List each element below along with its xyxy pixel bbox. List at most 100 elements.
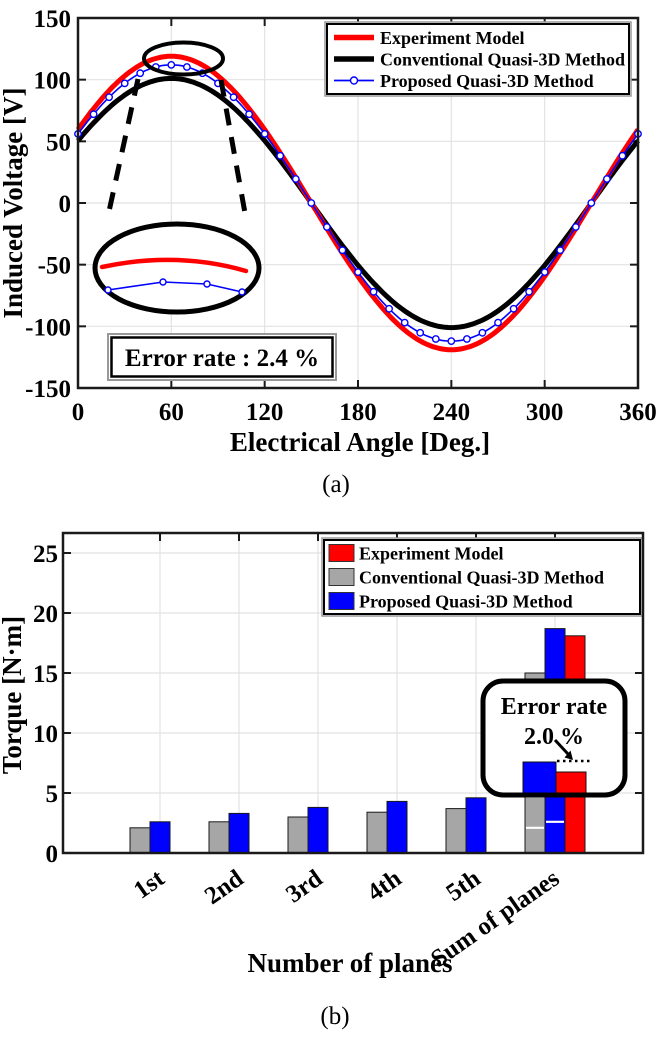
bar-2nd: [228, 812, 250, 854]
magnifier-source-ellipse: [142, 40, 225, 77]
bar-5th: [445, 808, 467, 854]
y-tick-label: -100: [25, 314, 71, 341]
magnifier-zoom-ellipse: [92, 221, 262, 315]
x-tick-label: 60: [159, 399, 184, 426]
proposed-data-marker: [182, 63, 191, 71]
panel-a-error-rate-box: Error rate : 2.4 %: [107, 333, 337, 381]
legend-b-swatch: [328, 544, 355, 562]
x-category-label: 3rd: [281, 865, 327, 909]
bar-1st: [129, 827, 151, 854]
proposed-data-marker: [587, 199, 596, 207]
proposed-data-marker: [478, 328, 487, 337]
proposed-data-marker: [618, 151, 627, 160]
proposed-data-marker: [525, 287, 533, 296]
magnified-experiment-bar-top: [555, 771, 587, 795]
proposed-data-marker: [431, 335, 440, 343]
proposed-data-marker: [494, 318, 502, 327]
error-box-inner-frame: [110, 336, 334, 378]
panel-b-plot-border: [61, 531, 645, 855]
proposed-data-marker: [105, 93, 114, 102]
proposed-data-marker: [462, 335, 471, 343]
magnified-proposed-curve: [107, 281, 243, 293]
x-category-label: 4th: [363, 865, 407, 907]
y-tick-label: -150: [25, 376, 71, 403]
proposed-data-marker: [167, 61, 176, 69]
proposed-data-marker: [354, 268, 362, 276]
x-tick-label: 360: [619, 399, 657, 426]
legend-b-swatch: [328, 592, 355, 610]
proposed-data-marker: [136, 69, 145, 78]
bar-4th: [386, 800, 408, 854]
bar-3rd: [287, 816, 309, 854]
callout-background: [483, 681, 625, 795]
legend-b-entry-label: Experiment Model: [359, 544, 503, 564]
x-tick-label: 0: [72, 399, 85, 426]
proposed-data-marker: [229, 93, 238, 102]
caption-b: (b): [320, 1003, 349, 1030]
series-line-conventional: [76, 75, 640, 331]
y-tick-label: -50: [38, 253, 71, 280]
magnifier-dashed-line-left: [105, 78, 141, 217]
y-tick-label: 100: [34, 68, 72, 95]
magnified-proposed-markers: [104, 278, 246, 296]
proposed-data-marker: [509, 304, 518, 313]
panel-b-ylabel: Torque [N·m]: [0, 616, 27, 774]
bar-1st: [149, 821, 171, 854]
y-tick-label: 150: [34, 6, 72, 33]
legend-b-box: [323, 539, 641, 615]
magnifier-dashed-line-right: [218, 79, 248, 214]
y-tick-label: 0: [46, 841, 59, 868]
proposed-data-marker: [571, 223, 580, 231]
proposed-data-marker: [120, 79, 129, 88]
panel-a-tick-labels: 0 60 120 180 240 300 360 150 100 50 0 -50 -100 -150: [25, 6, 657, 426]
x-tick-label: 300: [526, 399, 564, 426]
x-tick-label: 240: [433, 399, 471, 426]
panel-a-curves: [74, 53, 642, 353]
magnified-proposed-bar-top: [522, 761, 557, 795]
x-category-label: 2nd: [200, 865, 249, 910]
panel-b-error-rate-callout: Error rate 2.0 %: [480, 678, 628, 798]
proposed-data-marker: [245, 110, 254, 119]
callout-arrow-shaft: [553, 738, 570, 756]
proposed-data-marker: [291, 175, 300, 183]
legend-a-marker-swatch: [349, 76, 359, 85]
proposed-data-marker: [322, 223, 331, 231]
x-tick-label: 180: [339, 399, 377, 426]
legend-a-entry-label: Proposed Quasi-3D Method: [380, 71, 594, 91]
legend-b-swatch: [328, 568, 355, 586]
bar-3rd: [307, 806, 329, 854]
proposed-data-marker: [416, 328, 425, 337]
callout-arrow-head: [564, 750, 573, 760]
y-tick-label: 20: [33, 601, 58, 628]
proposed-data-marker: [556, 246, 565, 255]
error-rate-text-a: Error rate : 2.4 %: [125, 345, 319, 372]
panel-a-xlabel: Electrical Angle [Deg.]: [230, 427, 490, 457]
legend-a-box: [326, 23, 630, 95]
panel-a-plot-border: [76, 16, 640, 390]
magnified-experiment-curve: [99, 257, 249, 274]
callout-border: [480, 678, 628, 798]
legend-a-entry-label: Experiment Model: [380, 28, 524, 48]
proposed-data-marker: [385, 304, 393, 313]
panel-b-xlabel: Number of planes: [247, 948, 452, 978]
y-tick-label: 15: [33, 661, 58, 688]
proposed-data-marker: [307, 199, 316, 207]
legend-a-entry-label: Conventional Quasi-3D Method: [380, 50, 625, 70]
y-tick-label: 0: [59, 191, 72, 218]
y-tick-label: 50: [46, 129, 71, 156]
proposed-data-marker: [369, 287, 378, 296]
x-tick-label: 120: [246, 399, 284, 426]
legend-b-entry-label: Conventional Quasi-3D Method: [359, 568, 604, 588]
proposed-data-marker: [603, 175, 611, 183]
bar-5th: [465, 797, 487, 854]
y-tick-label: 5: [46, 781, 59, 808]
proposed-data-marker: [276, 151, 285, 160]
caption-a: (a): [322, 471, 350, 498]
proposed-data-marker: [338, 246, 347, 255]
proposed-data-marker: [89, 110, 98, 119]
error-rate-text-b-line2: 2.0 %: [524, 724, 584, 750]
y-tick-label: 25: [33, 541, 58, 568]
